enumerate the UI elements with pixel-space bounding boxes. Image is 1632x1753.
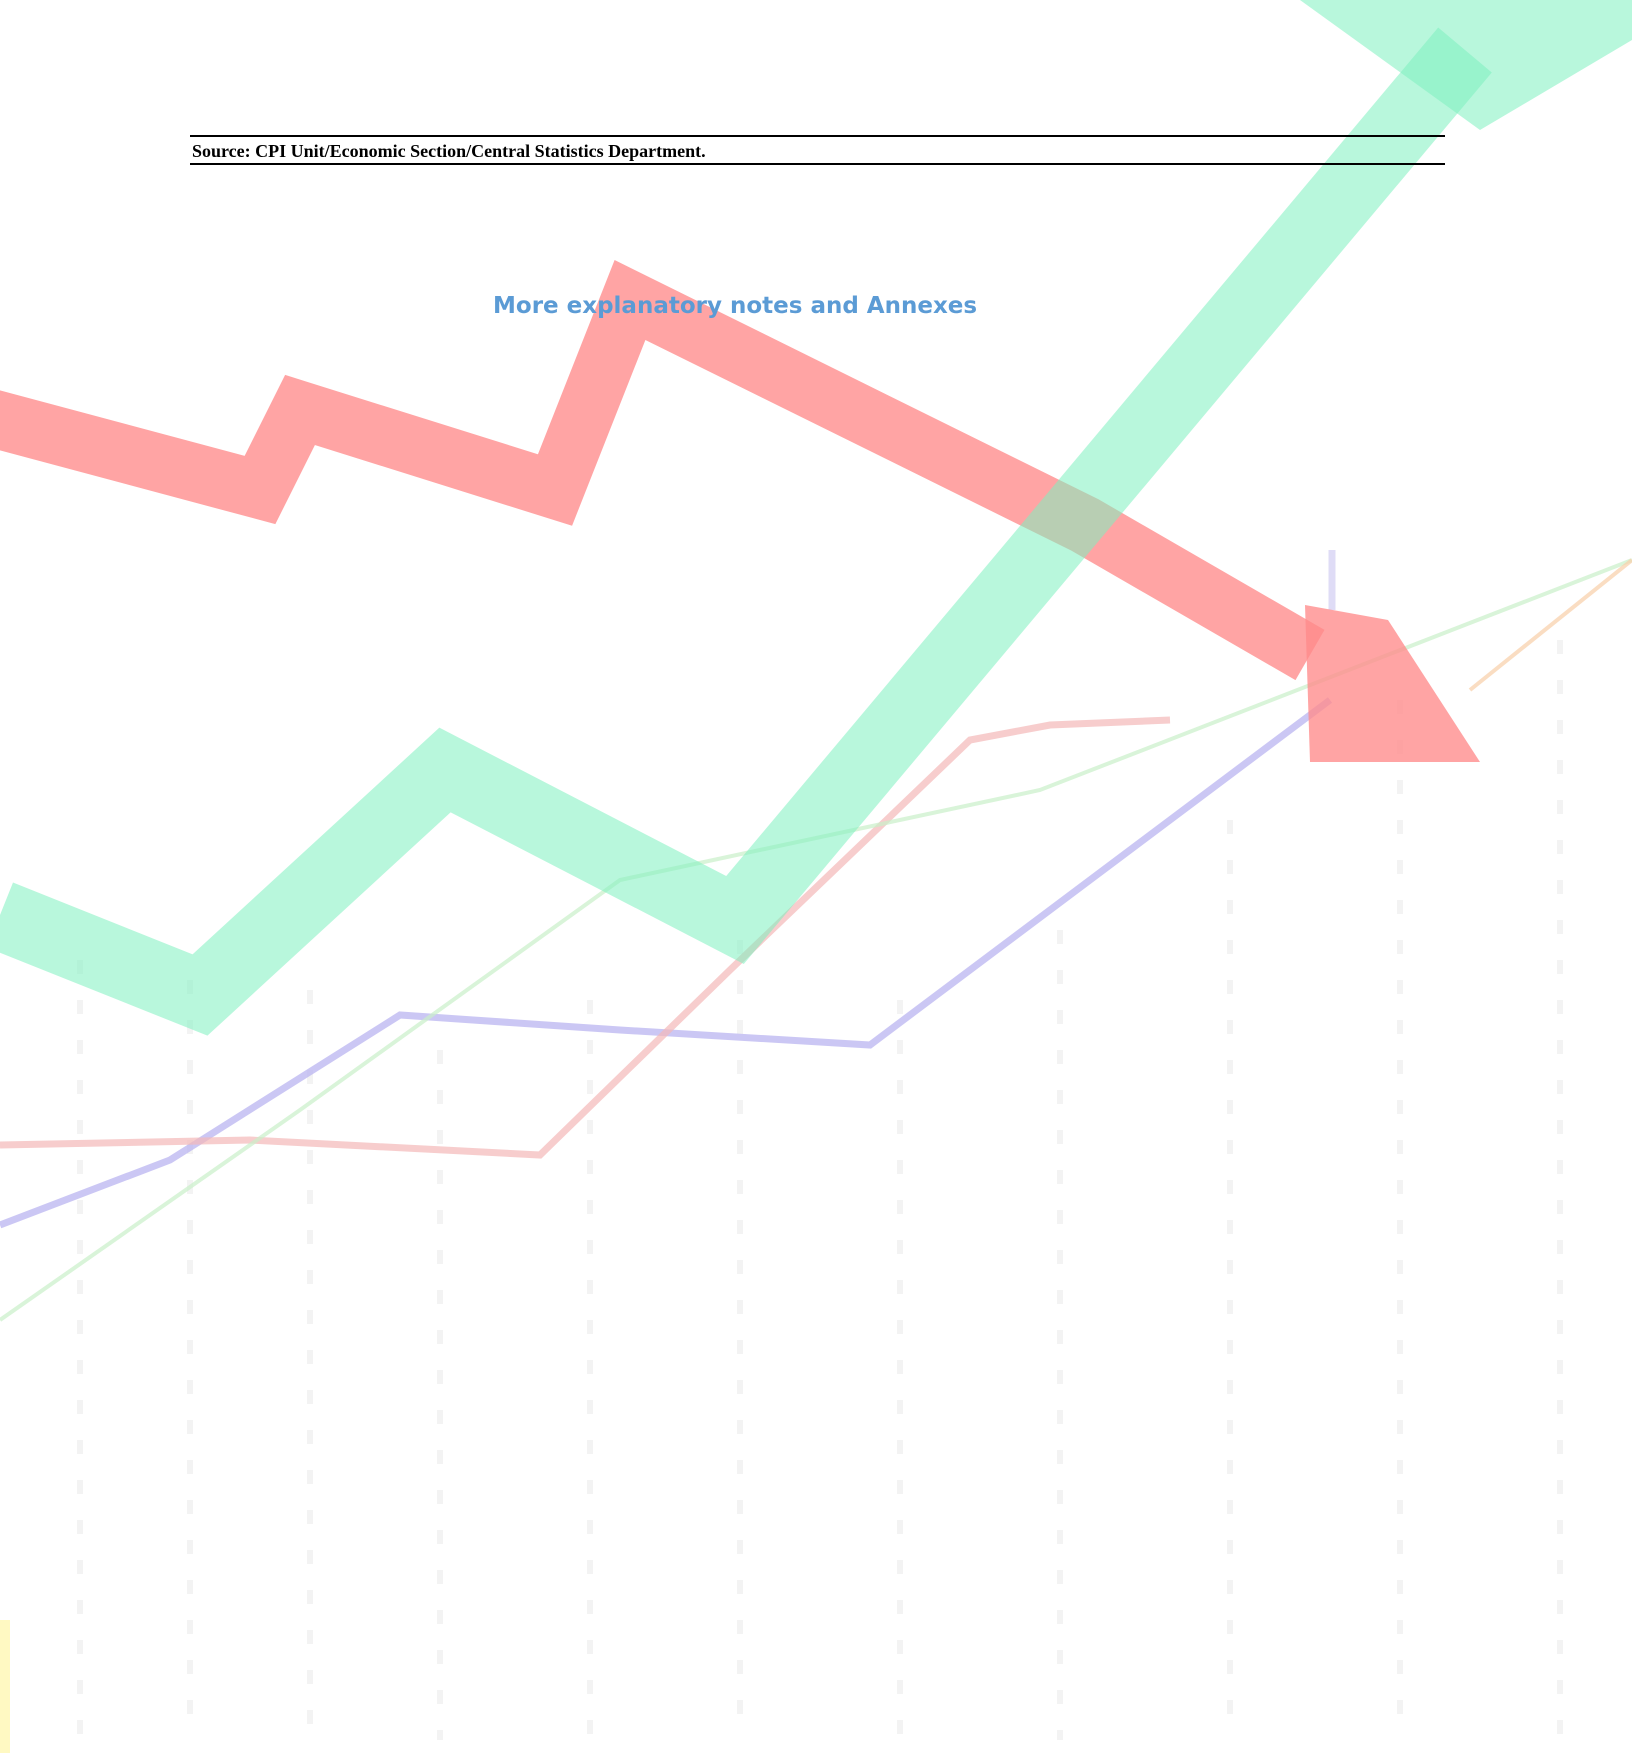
source-note: Source: CPI Unit/Economic Section/Centra… bbox=[190, 135, 1445, 165]
annexes-link[interactable]: More explanatory notes and Annexes bbox=[493, 293, 978, 319]
source-note-text: Source: CPI Unit/Economic Section/Centra… bbox=[192, 141, 706, 161]
